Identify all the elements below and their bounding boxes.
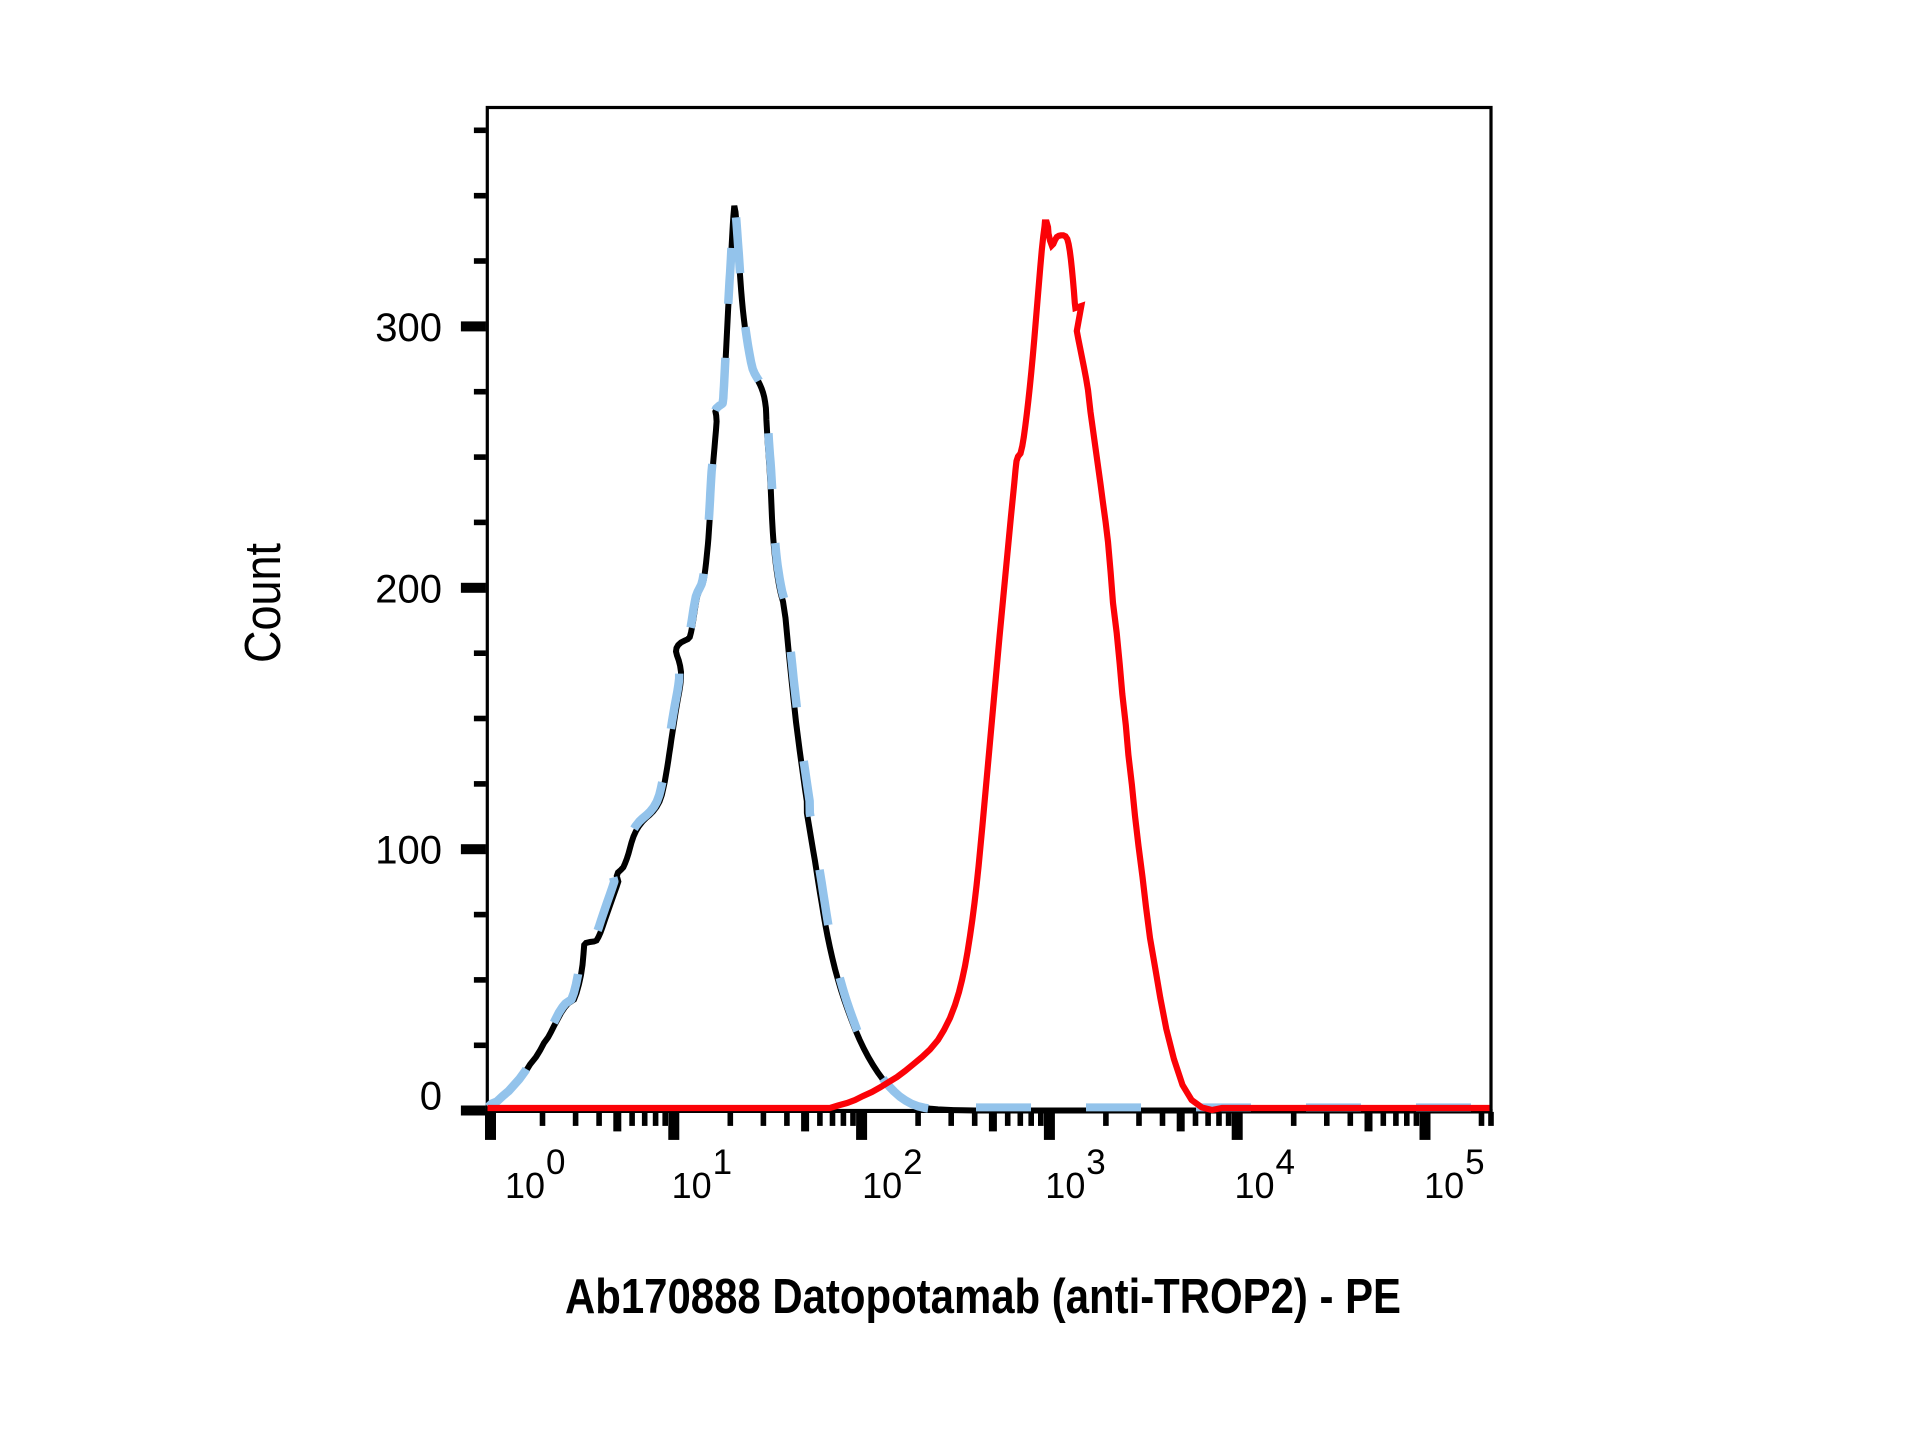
svg-text:300: 300 — [375, 306, 442, 350]
svg-text:3: 3 — [1086, 1143, 1105, 1182]
svg-text:Ab170888 Datopotamab (anti-TRO: Ab170888 Datopotamab (anti-TROP2) - PE — [565, 1270, 1401, 1324]
svg-text:10: 10 — [862, 1165, 902, 1206]
svg-text:Count: Count — [234, 543, 291, 663]
svg-text:10: 10 — [1424, 1165, 1464, 1206]
svg-text:5: 5 — [1465, 1143, 1484, 1182]
svg-text:0: 0 — [546, 1143, 565, 1182]
svg-text:200: 200 — [375, 567, 442, 611]
svg-text:2: 2 — [903, 1143, 922, 1182]
svg-text:10: 10 — [505, 1165, 545, 1206]
svg-text:10: 10 — [1045, 1165, 1085, 1206]
svg-text:10: 10 — [1235, 1165, 1275, 1206]
svg-text:10: 10 — [672, 1165, 712, 1206]
svg-text:1: 1 — [713, 1143, 732, 1182]
svg-text:100: 100 — [375, 829, 442, 873]
svg-text:0: 0 — [420, 1075, 442, 1119]
svg-text:4: 4 — [1276, 1143, 1295, 1182]
